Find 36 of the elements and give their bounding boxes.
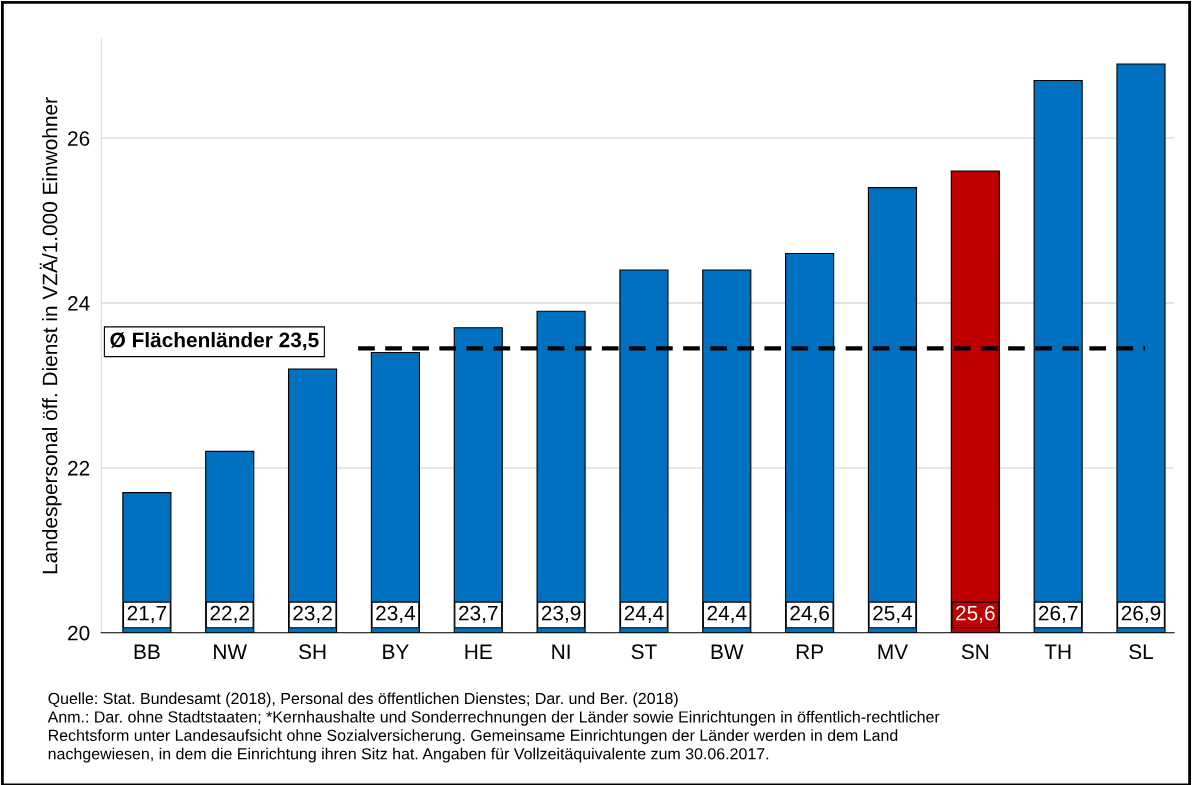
y-tick-label: 22 [68, 460, 90, 476]
data-label: 24,6 [790, 605, 829, 623]
data-label: 23,9 [541, 605, 581, 623]
text: Anm.: Dar. ohne Stadtstaaten; *Kernhaushalte und Sonderrechnungen der Länder sowie Einrichtungen in öffentlich-rechtlicher [47, 710, 940, 726]
data-label: 26,7 [1038, 605, 1078, 623]
data-label: 23,7 [459, 605, 498, 623]
ref-line-label: Ø Flächenländer 23,5 [110, 332, 319, 351]
x-tick-label: BW [711, 644, 744, 659]
x-tick-label: NI [552, 644, 570, 659]
data-label: 26,9 [1121, 605, 1161, 623]
data-label: 21,7 [127, 605, 167, 623]
x-tick-label: BB [134, 644, 160, 659]
text: Rechtsform unter Landesaufsicht ohne Sozialversicherung. Gemeinsame Einrichtungen der Länder werden in dem Land [48, 729, 898, 745]
text: nachgewiesen, in dem die Einrichtung ihren Sitz hat. Angaben für Vollzeitäquivalente zum 30.06.2017. [48, 747, 769, 763]
x-tick-label: NW [214, 644, 248, 659]
x-tick-label: BY [383, 644, 409, 659]
x-tick-label: HE [465, 644, 492, 659]
data-label: 23,2 [293, 605, 332, 623]
x-tick-label: TH [1044, 644, 1071, 659]
data-label: 24,4 [707, 605, 747, 623]
y-tick-label: 20 [68, 625, 90, 641]
x-tick-label: SL [1129, 644, 1154, 660]
x-tick-label: MV [878, 644, 908, 659]
y-tick-label: 26 [68, 131, 90, 146]
data-label: 24,4 [624, 605, 664, 623]
y-axis-title: Landespersonal öff. Dienst in VZÄ/1.000 Einwohner [39, 97, 62, 574]
data-label: 23,4 [376, 605, 416, 623]
x-tick-label: ST [631, 644, 657, 660]
x-tick-label: SH [299, 644, 326, 660]
x-tick-label: SN [961, 644, 989, 660]
data-label: 25,6 [956, 605, 995, 623]
source-note: Quelle: Stat. Bundesamt (2018), Personal des öffentlichen Dienstes; Dar. und Ber. (2018) [48, 692, 678, 708]
data-label: 25,4 [873, 605, 913, 623]
data-label: 22,2 [210, 605, 249, 623]
y-tick-label: 24 [68, 296, 90, 311]
x-tick-label: RP [796, 644, 823, 659]
